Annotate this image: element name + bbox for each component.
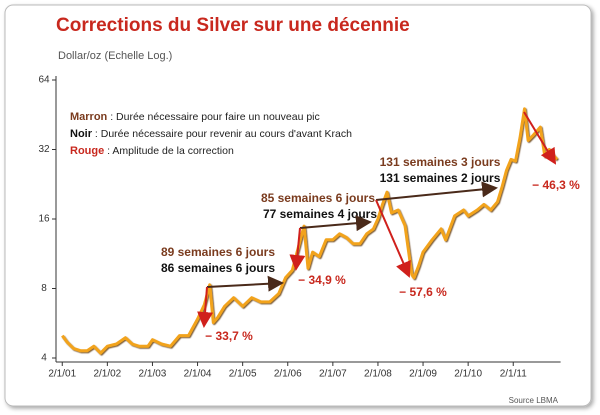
legend-key: Marron <box>70 111 108 123</box>
legend-note: Noir : Durée nécessaire pour revenir au … <box>70 128 352 140</box>
x-tick-label: 2/1/06 <box>274 369 302 380</box>
annotation-brown: 131 semaines 3 jours <box>380 155 501 169</box>
legend-text: : Durée nécessaire pour revenir au cours… <box>92 128 352 140</box>
y-tick-label: 64 <box>38 75 50 86</box>
annotation-red: − 34,9 % <box>298 273 346 287</box>
source: Source LBMA <box>509 396 559 405</box>
x-tick-label: 2/1/03 <box>139 369 167 380</box>
x-tick-label: 2/1/02 <box>93 369 121 380</box>
x-tick-label: 2/1/11 <box>500 369 527 380</box>
x-tick-label: 2/1/05 <box>229 369 257 380</box>
annotation-red: − 57,6 % <box>399 285 447 299</box>
annotation-black: 131 semaines 2 jours <box>380 171 501 185</box>
y-tick-label: 4 <box>41 353 47 364</box>
legend-key: Rouge <box>70 145 104 157</box>
subtitle: Dollar/oz (Echelle Log.) <box>58 50 172 62</box>
x-tick-label: 2/1/01 <box>48 369 76 380</box>
annotation-black: 86 semaines 6 jours <box>161 261 275 275</box>
y-tick-label: 32 <box>38 144 50 155</box>
price-line <box>61 107 559 355</box>
x-tick-label: 2/1/10 <box>454 369 482 380</box>
legend-text: : Amplitude de la correction <box>104 145 234 157</box>
arrows <box>197 111 557 328</box>
legend-note: Marron : Durée nécessaire pour faire un … <box>70 111 320 123</box>
legend-text: : Durée nécessaire pour faire un nouveau… <box>107 111 319 123</box>
x-tick-label: 2/1/08 <box>364 369 392 380</box>
x-tick-label: 2/1/07 <box>319 369 347 380</box>
annotation-red: − 33,7 % <box>205 329 253 343</box>
legend-key: Noir <box>70 128 93 140</box>
chart-title: Corrections du Silver sur une décennie <box>56 15 410 36</box>
x-tick-label: 2/1/09 <box>409 369 437 380</box>
y-tick-label: 16 <box>38 214 50 225</box>
x-tick-label: 2/1/04 <box>184 369 212 380</box>
legend-note: Rouge : Amplitude de la correction <box>70 145 234 157</box>
frame <box>4 4 592 407</box>
annotation-red: − 46,3 % <box>532 178 580 192</box>
annotation-brown: 85 semaines 6 jours <box>261 191 375 205</box>
annotation-black: 77 semaines 4 jours <box>263 207 377 221</box>
y-tick-label: 8 <box>41 283 47 294</box>
annotation-brown: 89 semaines 6 jours <box>161 245 275 259</box>
